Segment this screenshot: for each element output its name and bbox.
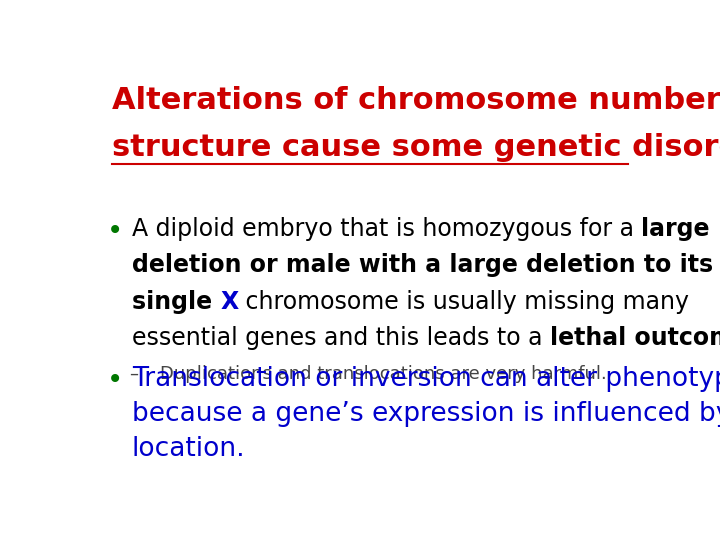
Text: structure cause some genetic disorders: structure cause some genetic disorders [112, 133, 720, 163]
Text: deletion or male with a large deletion to its: deletion or male with a large deletion t… [132, 253, 713, 277]
Text: •: • [107, 366, 123, 394]
Text: Translocation or inversion can alter phenotype
because a gene’s expression is in: Translocation or inversion can alter phe… [132, 366, 720, 462]
Text: large: large [642, 217, 710, 240]
Text: A diploid embryo that is homozygous for a: A diploid embryo that is homozygous for … [132, 217, 642, 240]
Text: essential genes and this leads to a: essential genes and this leads to a [132, 326, 550, 350]
Text: X: X [220, 290, 238, 314]
Text: Alterations of chromosome number or: Alterations of chromosome number or [112, 85, 720, 114]
Text: –: – [129, 365, 138, 383]
Text: single: single [132, 290, 220, 314]
Text: chromosome is usually missing many: chromosome is usually missing many [238, 290, 690, 314]
Text: lethal outcome: lethal outcome [550, 326, 720, 350]
Text: •: • [107, 217, 123, 245]
Text: Duplications and translocations are very harmful.: Duplications and translocations are very… [160, 365, 606, 383]
